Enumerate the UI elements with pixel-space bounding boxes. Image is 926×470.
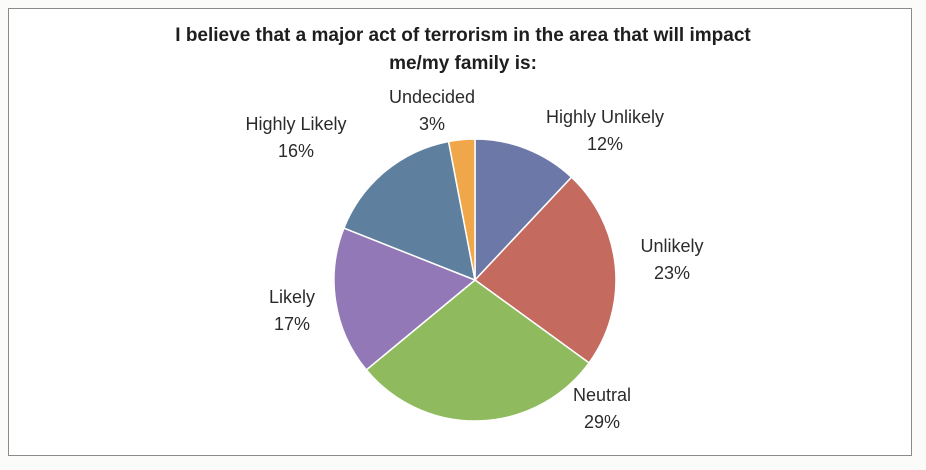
pie-slice-likely (333, 227, 477, 371)
slice-percent-text: 17% (274, 314, 310, 334)
pie-slices (333, 138, 617, 422)
slice-category-text: Likely (269, 287, 315, 307)
pie-slice-undecided (447, 138, 476, 281)
slice-percent-text: 3% (419, 114, 445, 134)
slice-label-highly-likely: Highly Likely 16% (245, 114, 346, 161)
pie-labels: Highly Unlikely 12% Unlikely 23% Neutral 29% L… (245, 87, 703, 432)
chart-title: I believe that a major act of terrorism … (0, 22, 926, 78)
pie-slice-highly-likely (342, 140, 476, 282)
slice-label-undecided: Undecided 3% (389, 87, 475, 134)
slice-percent-text: 29% (584, 412, 620, 432)
slice-label-highly-unlikely: Highly Unlikely 12% (546, 107, 664, 154)
chart-title-line-1: I believe that a major act of terrorism … (175, 25, 751, 46)
slice-category-text: Highly Likely (245, 114, 346, 134)
slice-label-neutral: Neutral 29% (573, 385, 631, 432)
slice-category-text: Neutral (573, 385, 631, 405)
slice-label-unlikely: Unlikely 23% (640, 236, 703, 283)
chart-title-line-2: me/my family is: (389, 53, 537, 74)
slice-percent-text: 23% (654, 263, 690, 283)
slice-category-text: Unlikely (640, 236, 703, 256)
pie-slice-highly-unlikely (474, 138, 573, 282)
pie-slice-unlikely (473, 176, 617, 364)
slice-label-likely: Likely 17% (269, 287, 315, 334)
slice-percent-text: 16% (278, 141, 314, 161)
slice-category-text: Undecided (389, 87, 475, 107)
pie-slice-neutral (365, 279, 591, 422)
slice-category-text: Highly Unlikely (546, 107, 664, 127)
slice-percent-text: 12% (587, 134, 623, 154)
